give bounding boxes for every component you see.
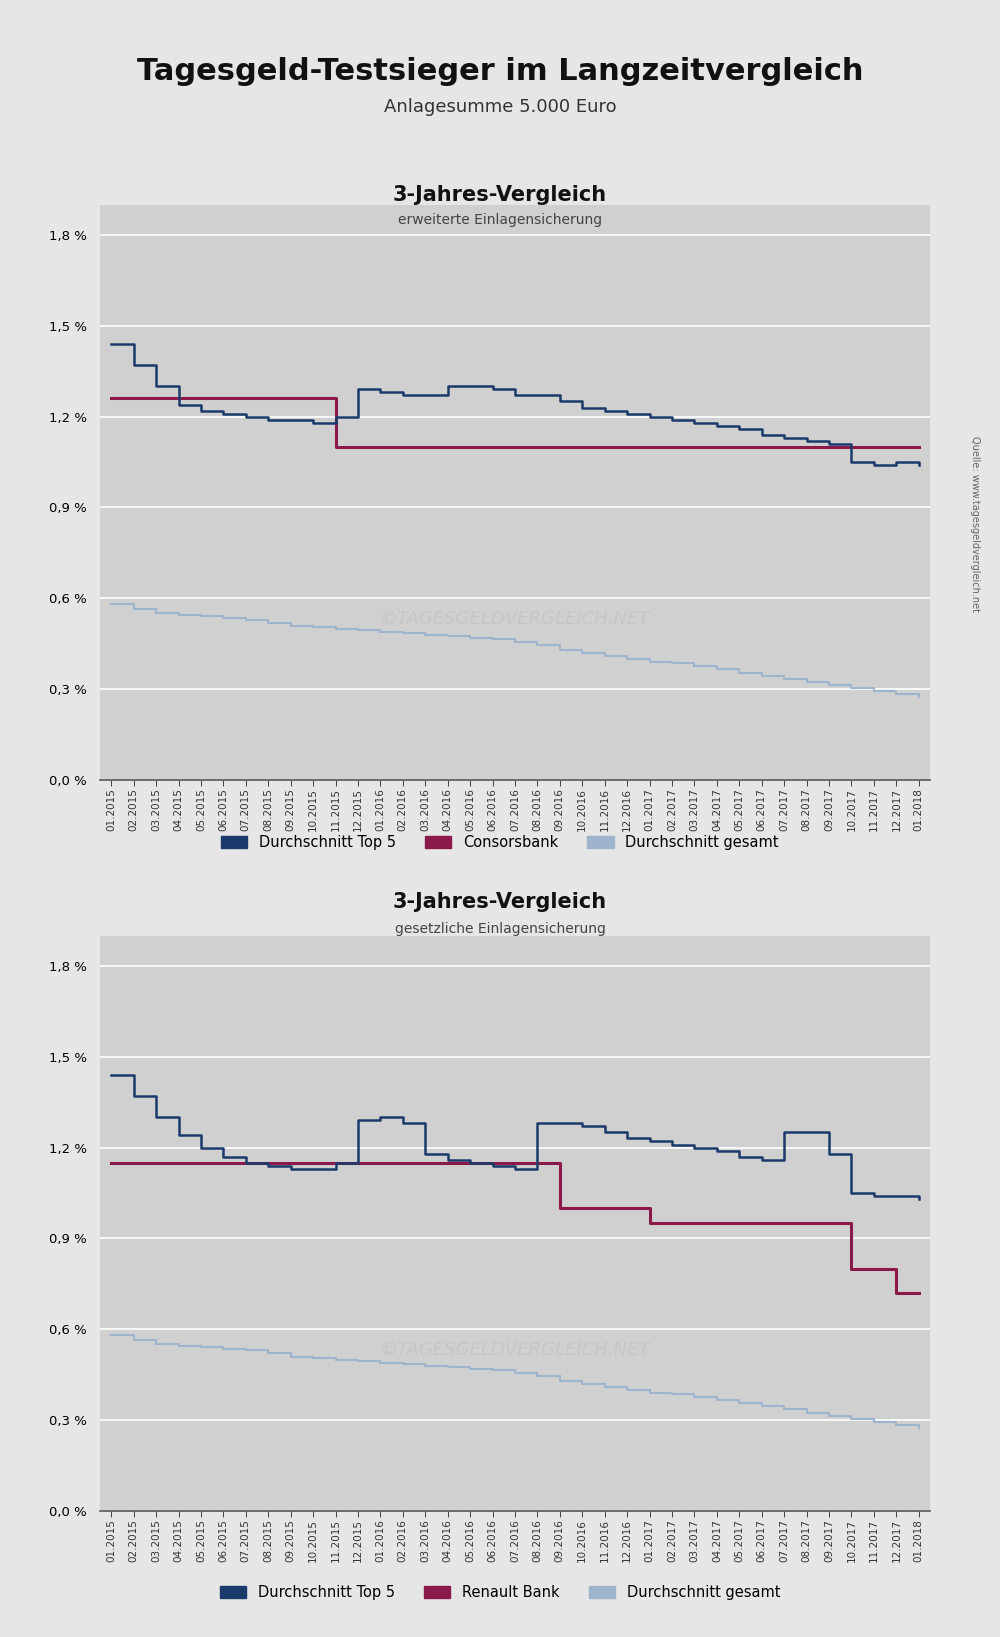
Text: Tagesgeld-Testsieger im Langzeitvergleich: Tagesgeld-Testsieger im Langzeitvergleic… [137, 57, 863, 87]
Text: ©TAGESGELDVERGLEICH.NET: ©TAGESGELDVERGLEICH.NET [380, 611, 650, 629]
Text: 3-Jahres-Vergleich: 3-Jahres-Vergleich [393, 185, 607, 205]
Text: gesetzliche Einlagensicherung: gesetzliche Einlagensicherung [395, 922, 605, 936]
Text: erweiterte Einlagensicherung: erweiterte Einlagensicherung [398, 213, 602, 228]
Text: 3-Jahres-Vergleich: 3-Jahres-Vergleich [393, 892, 607, 912]
Legend: Durchschnitt Top 5, Renault Bank, Durchschnitt gesamt: Durchschnitt Top 5, Renault Bank, Durchs… [214, 1578, 786, 1606]
Legend: Durchschnitt Top 5, Consorsbank, Durchschnitt gesamt: Durchschnitt Top 5, Consorsbank, Durchsc… [215, 828, 785, 856]
Text: Anlagesumme 5.000 Euro: Anlagesumme 5.000 Euro [384, 98, 616, 116]
Text: ©TAGESGELDVERGLEICH.NET: ©TAGESGELDVERGLEICH.NET [380, 1341, 650, 1359]
Text: Quelle: www.tagesgeldvergleich.net: Quelle: www.tagesgeldvergleich.net [970, 435, 980, 612]
